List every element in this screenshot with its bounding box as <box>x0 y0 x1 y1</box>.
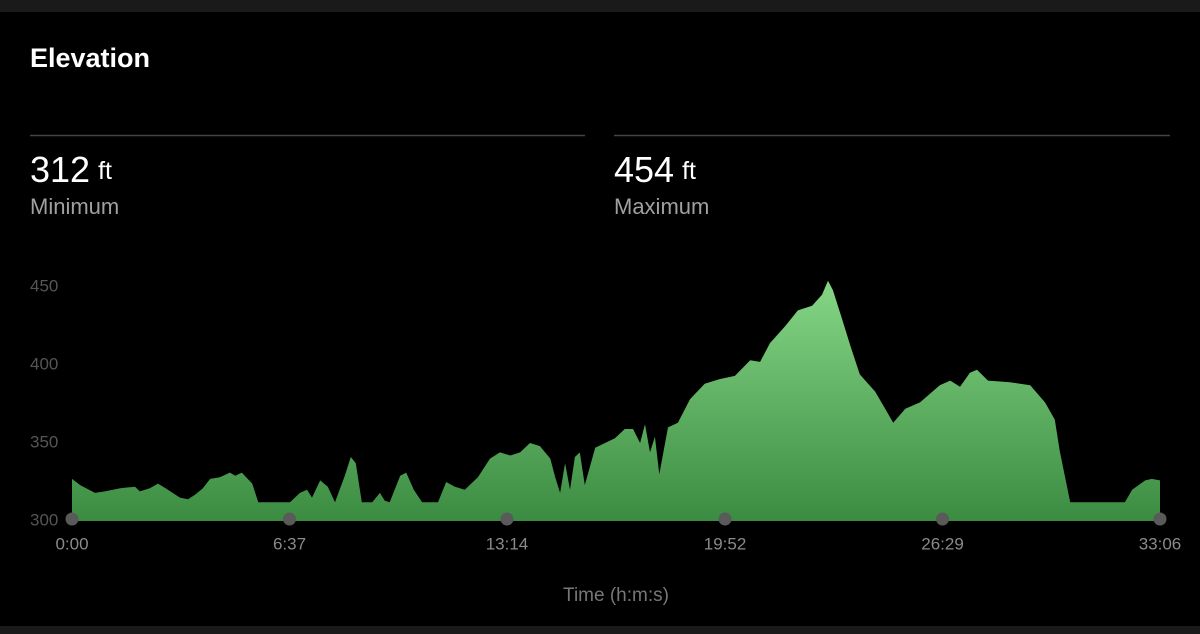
stat-value: 312 ft <box>30 149 112 190</box>
x-tick-dot <box>500 512 514 526</box>
y-tick-label: 400 <box>30 354 58 373</box>
y-tick-label: 350 <box>30 432 58 451</box>
x-tick-label: 33:06 <box>1139 534 1182 553</box>
x-tick-dot <box>282 512 296 526</box>
x-tick-label: 6:37 <box>273 534 306 553</box>
x-tick-dot <box>936 512 950 526</box>
x-tick-dot <box>718 512 732 526</box>
elevation-area <box>72 280 1160 521</box>
y-tick-label: 450 <box>30 276 58 295</box>
x-tick-label: 0:00 <box>55 534 88 553</box>
stat-unit: ft <box>98 157 112 185</box>
card <box>0 12 1200 626</box>
x-tick-label: 19:52 <box>704 534 747 553</box>
stat-value: 454 ft <box>614 149 696 190</box>
chart-title: Elevation <box>30 43 150 73</box>
x-tick-label: 26:29 <box>921 534 964 553</box>
x-tick-dot <box>65 512 79 526</box>
stat-label: Minimum <box>30 194 119 219</box>
x-tick-dot <box>1153 512 1167 526</box>
stat-number: 454 <box>614 149 674 190</box>
x-axis-label: Time (h:m:s) <box>563 585 669 606</box>
stat-label: Maximum <box>614 194 709 219</box>
stat-number: 312 <box>30 149 90 190</box>
stat-unit: ft <box>682 157 696 185</box>
y-tick-label: 300 <box>30 510 58 529</box>
x-tick-label: 13:14 <box>486 534 529 553</box>
